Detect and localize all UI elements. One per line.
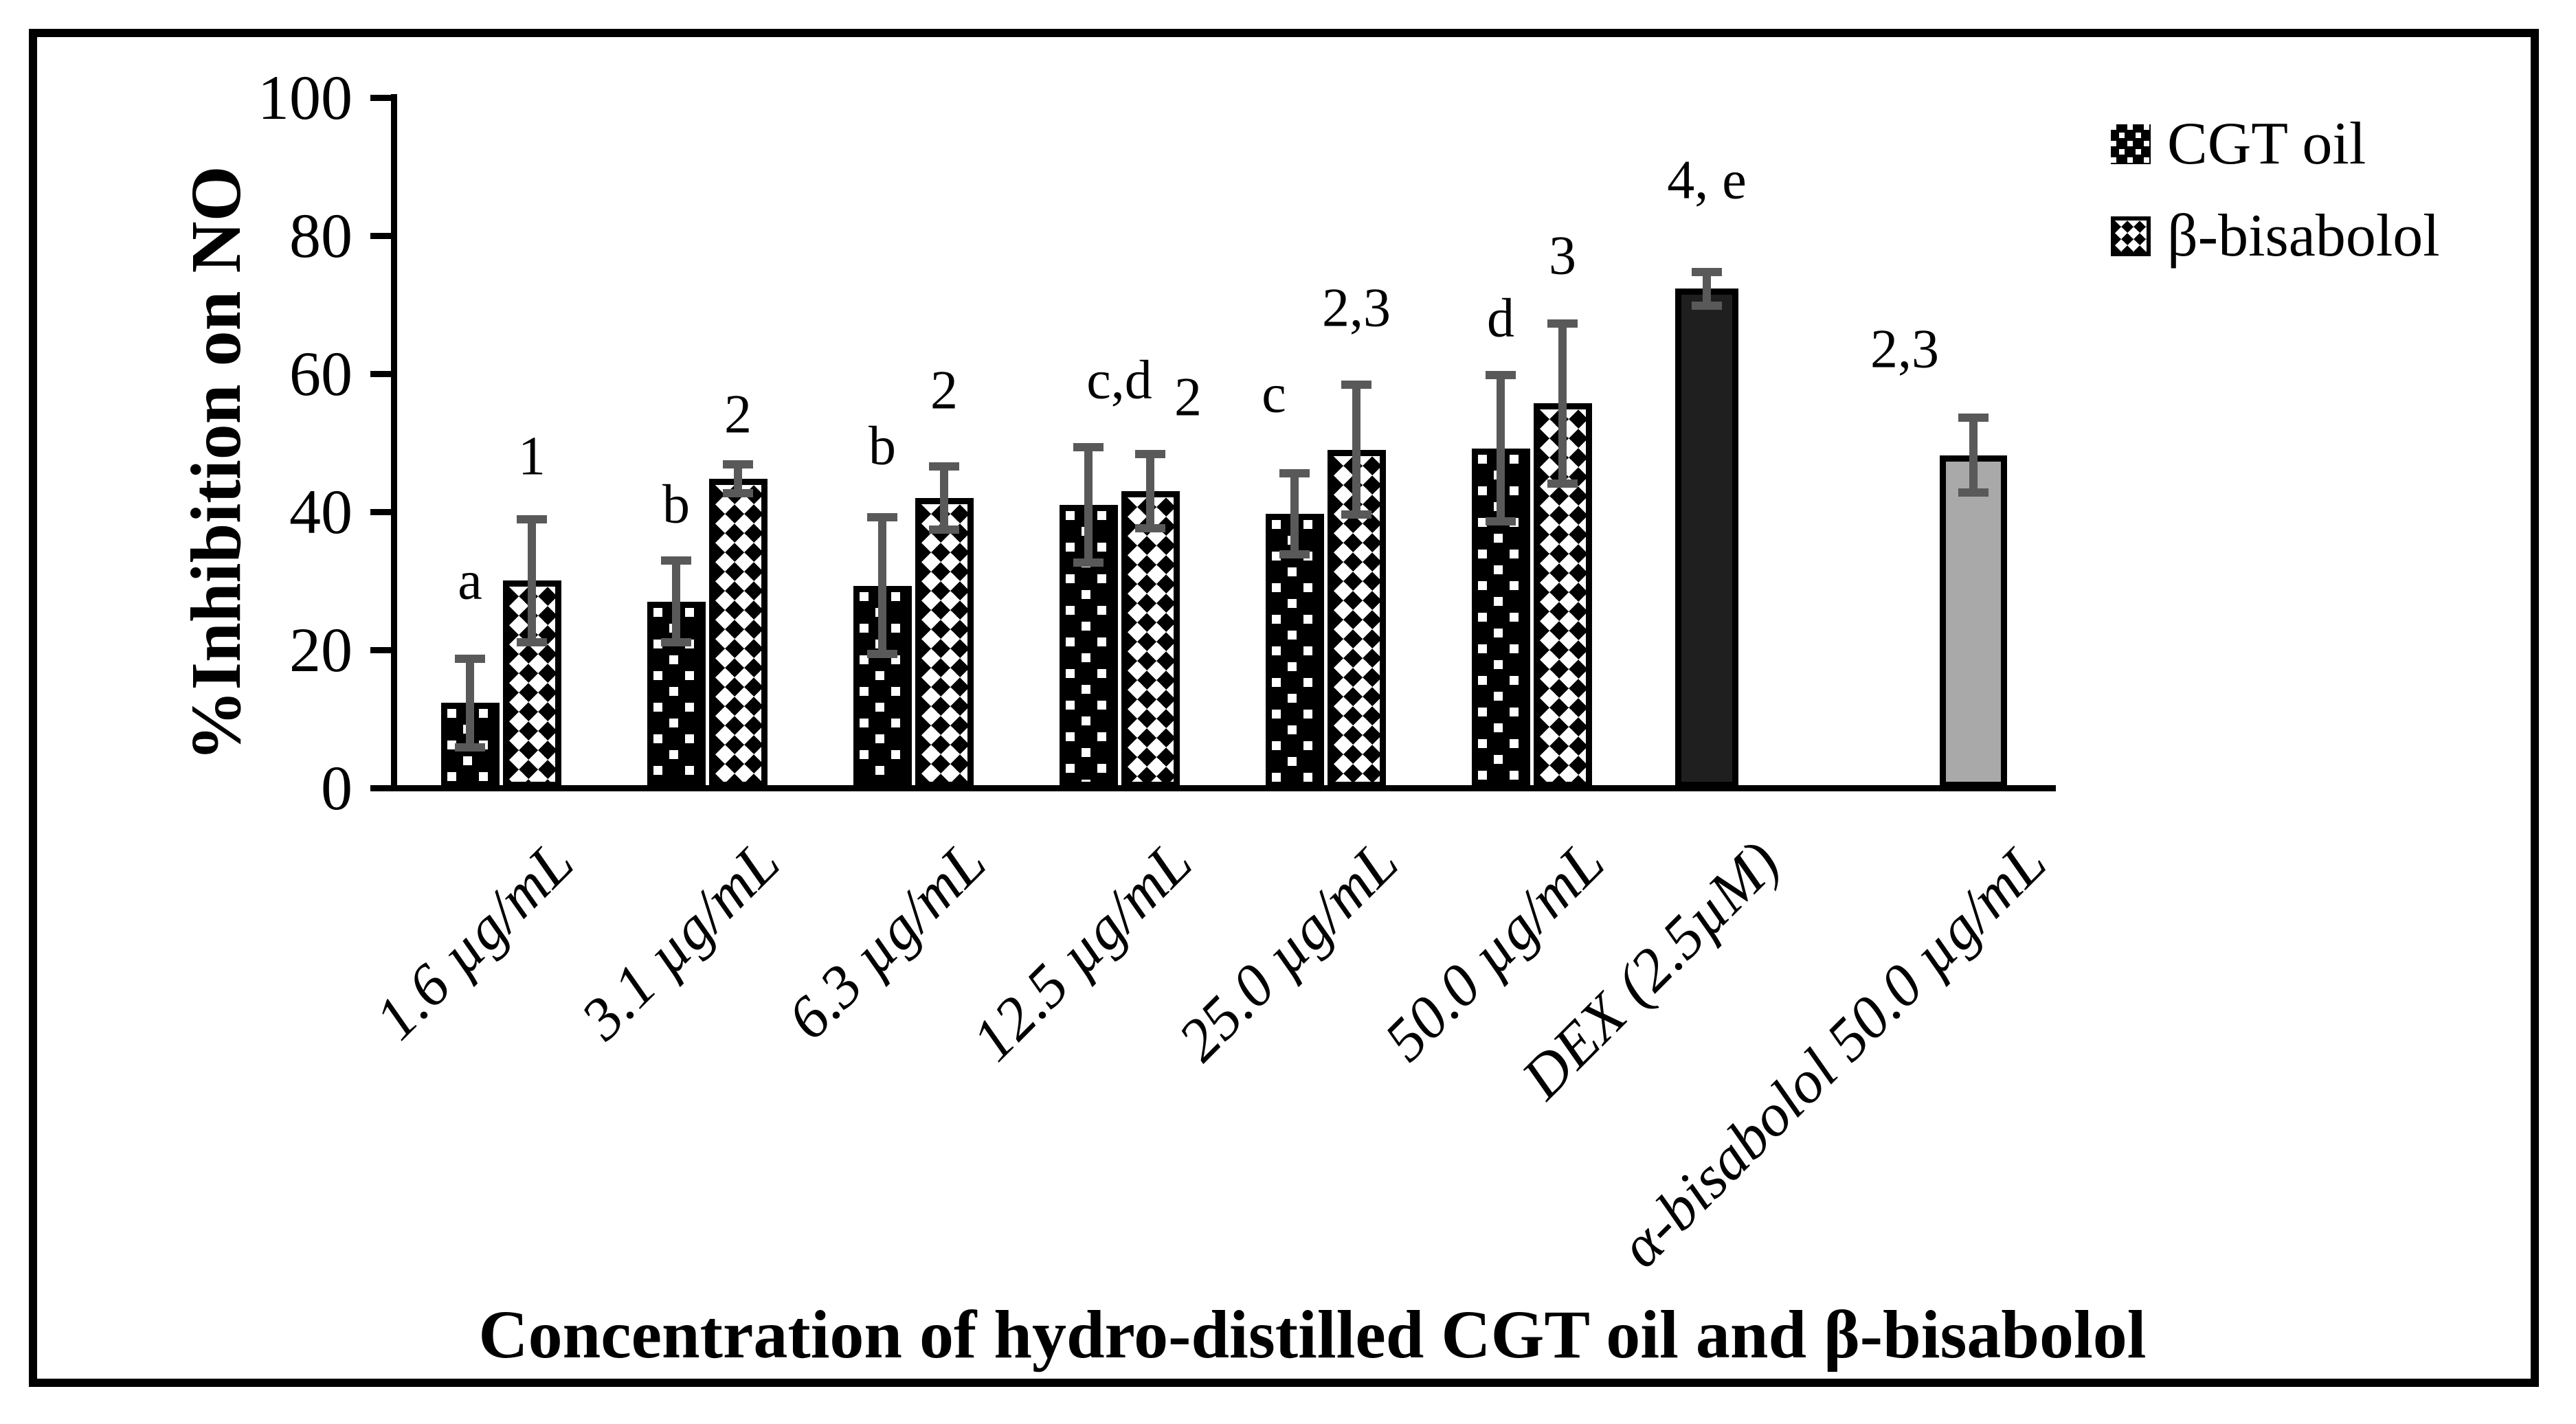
bar-25-0-g-ml-bisabolol [1328,450,1386,788]
legend: CGT oil β-bisabolol [2111,111,2440,308]
annotation-3-1-g-ml-b: b [662,474,690,535]
error-bar-1-6-g-ml-cgt-oil [466,658,474,748]
y-tick-label-40: 40 [289,477,352,547]
error-cap-top-3-1-g-ml-bisabolol [723,460,753,468]
y-tick-20 [370,647,391,653]
bar-bisabolol-50-0-g-ml-bisabolol [1940,455,2007,788]
error-cap-bottom-1-6-g-ml-cgt-oil [455,743,485,751]
x-tick-label-3-1-g-ml: 3.1 µg/mL [569,828,794,1053]
error-cap-bottom-3-1-g-ml-bisabolol [723,488,753,497]
annotation-6-3-g-ml-b: b [869,416,896,477]
annotation-12-5-g-ml-c-d: c,d [1086,350,1152,411]
error-cap-bottom-12-5-g-ml-cgt-oil [1073,558,1104,567]
error-bar-6-3-g-ml-bisabolol [940,465,948,531]
bar-dex-2-5-m-dex [1675,289,1738,788]
error-cap-top-6-3-g-ml-cgt-oil [867,513,897,522]
annotation-12-5-g-ml-2: 2 [1174,367,1202,428]
y-tick-label-100: 100 [258,63,352,133]
error-cap-bottom-25-0-g-ml-bisabolol [1341,510,1371,519]
x-axis-line [391,785,2056,791]
y-tick-60 [370,371,391,377]
y-tick-80 [370,233,391,239]
annotation-1-6-g-ml-a: a [458,550,482,611]
error-bar-bisabolol-50-0-g-ml-bisabolol [1969,417,1978,493]
error-bar-12-5-g-ml-bisabolol [1146,453,1154,530]
annotation-1-6-g-ml-1: 1 [518,426,546,487]
error-cap-top-bisabolol-50-0-g-ml-bisabolol [1958,414,1989,422]
bar-3-1-g-ml-bisabolol [709,479,768,788]
y-tick-100 [370,95,391,101]
error-bar-6-3-g-ml-cgt-oil [878,517,886,655]
legend-item-beta-bisabolol: β-bisabolol [2111,203,2440,269]
error-bar-12-5-g-ml-cgt-oil [1084,446,1093,564]
error-bar-3-1-g-ml-cgt-oil [672,560,680,643]
x-axis-title: Concentration of hydro-distilled CGT oil… [478,1296,2147,1372]
annotation-25-0-g-ml-2-3: 2,3 [1322,278,1391,339]
legend-swatch-cgt-oil [2111,124,2151,164]
error-cap-bottom-12-5-g-ml-bisabolol [1135,524,1165,533]
annotation-25-0-g-ml-c: c [1262,363,1286,425]
legend-swatch-beta-bisabolol [2111,216,2151,256]
error-bar-50-0-g-ml-bisabolol [1558,322,1567,484]
annotation-6-3-g-ml-2: 2 [930,360,958,421]
error-bar-25-0-g-ml-bisabolol [1352,384,1360,515]
error-cap-bottom-25-0-g-ml-cgt-oil [1279,550,1310,559]
annotation-50-0-g-ml-3: 3 [1549,225,1576,286]
annotation-dex-2-5-m-4-e: 4, e [1667,150,1747,211]
error-cap-top-dex-2-5-m-dex [1692,268,1722,277]
x-tick-label-12-5-g-ml: 12.5 µg/mL [960,828,1206,1074]
y-tick-40 [370,509,391,515]
error-cap-bottom-50-0-g-ml-cgt-oil [1486,517,1516,526]
error-cap-top-3-1-g-ml-cgt-oil [661,556,691,565]
error-bar-25-0-g-ml-cgt-oil [1290,472,1299,556]
error-cap-top-25-0-g-ml-cgt-oil [1279,468,1310,477]
y-tick-label-0: 0 [321,753,352,823]
error-cap-top-50-0-g-ml-bisabolol [1547,319,1578,328]
bar-25-0-g-ml-cgt-oil [1266,514,1324,788]
error-cap-top-12-5-g-ml-cgt-oil [1073,442,1104,451]
error-cap-top-12-5-g-ml-bisabolol [1135,449,1165,458]
y-axis-title: %Inhibition on NO [177,166,256,762]
error-cap-bottom-6-3-g-ml-bisabolol [929,525,959,534]
error-cap-bottom-bisabolol-50-0-g-ml-bisabolol [1958,488,1989,497]
error-cap-top-1-6-g-ml-bisabolol [517,515,547,524]
error-cap-top-6-3-g-ml-bisabolol [929,462,959,471]
error-cap-bottom-50-0-g-ml-bisabolol [1547,479,1578,488]
annotation-3-1-g-ml-2: 2 [724,384,752,445]
bar-6-3-g-ml-bisabolol [915,498,974,788]
y-tick-label-60: 60 [289,339,352,409]
error-cap-bottom-6-3-g-ml-cgt-oil [867,650,897,659]
error-cap-bottom-dex-2-5-m-dex [1692,301,1722,310]
error-bar-dex-2-5-m-dex [1703,271,1711,306]
error-bar-3-1-g-ml-bisabolol [734,463,742,494]
y-tick-label-20: 20 [289,615,352,685]
x-tick-label-1-6-g-ml: 1.6 µg/mL [363,828,587,1053]
error-cap-top-50-0-g-ml-cgt-oil [1486,371,1516,379]
x-tick-label-25-0-g-ml: 25.0 µg/mL [1166,828,1412,1074]
bar-12-5-g-ml-bisabolol [1121,491,1180,788]
y-tick-0 [370,785,391,791]
annotation-bisabolol-50-0-g-ml-2-3: 2,3 [1870,319,1939,380]
legend-item-cgt-oil: CGT oil [2111,111,2440,177]
figure-border [29,29,2539,1387]
legend-label-cgt-oil: CGT oil [2167,111,2366,177]
legend-label-beta-bisabolol: β-bisabolol [2167,203,2440,269]
error-cap-top-25-0-g-ml-bisabolol [1341,381,1371,389]
x-tick-label-bisabolol-50-0-g-ml: α-bisabolol 50.0 µg/mL [1607,828,2060,1280]
error-bar-50-0-g-ml-cgt-oil [1497,374,1505,523]
error-cap-top-1-6-g-ml-cgt-oil [455,655,485,664]
y-axis-line [391,94,397,791]
annotation-50-0-g-ml-d: d [1487,288,1514,349]
y-tick-label-80: 80 [289,201,352,271]
error-cap-bottom-3-1-g-ml-cgt-oil [661,637,691,646]
error-bar-1-6-g-ml-bisabolol [528,519,536,643]
error-cap-bottom-1-6-g-ml-bisabolol [517,637,547,646]
